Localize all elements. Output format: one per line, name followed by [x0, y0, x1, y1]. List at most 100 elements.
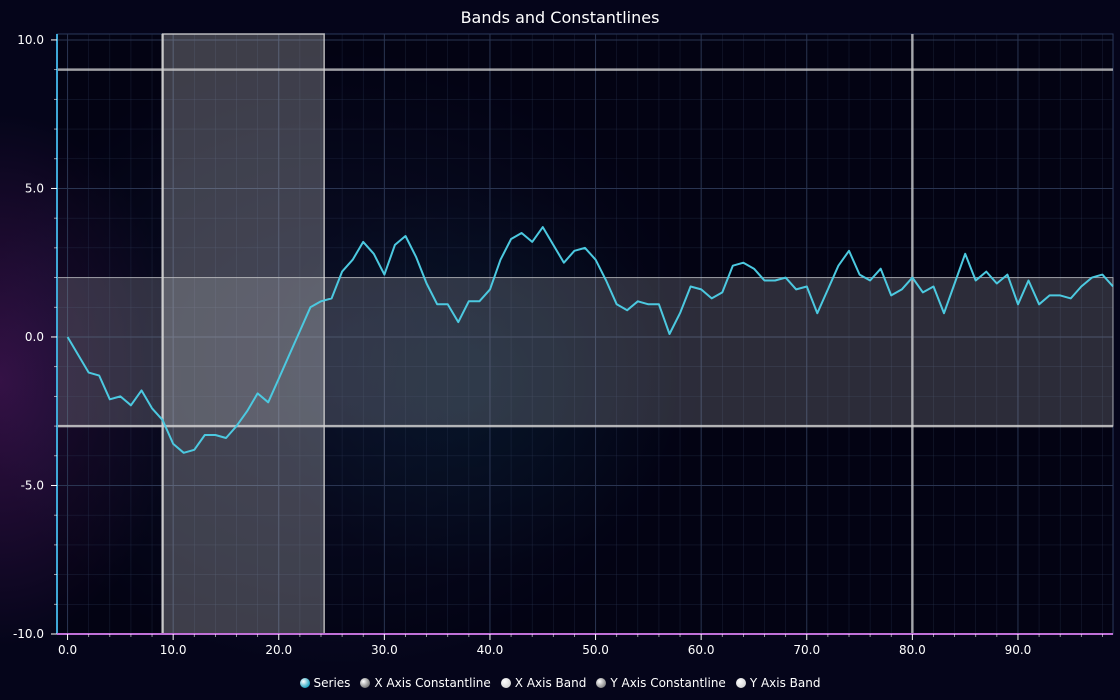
series-point — [658, 303, 660, 305]
legend-item[interactable]: X Axis Constantline — [360, 676, 491, 690]
series-point — [996, 282, 998, 284]
series-point — [647, 303, 649, 305]
legend-label: Y Axis Band — [749, 676, 821, 690]
series-point — [499, 259, 501, 261]
chart-title: Bands and Constantlines — [460, 8, 660, 27]
legend-label: Series — [313, 676, 351, 690]
series-point — [1038, 303, 1040, 305]
series-point — [848, 250, 850, 252]
series-point — [109, 398, 111, 400]
x-tick-label: 90.0 — [1005, 643, 1032, 657]
x-tick-label: 0.0 — [58, 643, 77, 657]
legend-item[interactable]: Y Axis Band — [735, 676, 821, 690]
series-point — [404, 235, 406, 237]
series-point — [447, 303, 449, 305]
x-tick-label: 40.0 — [477, 643, 504, 657]
series-point — [130, 404, 132, 406]
chart-legend: Series X Axis Constantline X Axis Band Y Ax… — [0, 676, 1120, 690]
series-point — [911, 276, 913, 278]
series-point — [1101, 273, 1103, 275]
series-point — [563, 262, 565, 264]
series-point — [299, 330, 301, 332]
series-point — [278, 377, 280, 379]
series-point — [858, 273, 860, 275]
series-point — [542, 226, 544, 228]
series-point — [520, 232, 522, 234]
series-line — [66, 226, 1114, 454]
legend-swatch-icon — [735, 678, 746, 688]
series-point — [351, 259, 353, 261]
series-point — [626, 309, 628, 311]
series-point — [932, 285, 934, 287]
y-tick-label: -10.0 — [13, 627, 44, 641]
series-point — [204, 434, 206, 436]
series-point — [922, 291, 924, 293]
x-tick-label: 50.0 — [582, 643, 609, 657]
y-tick-label: -5.0 — [21, 478, 44, 492]
legend-swatch-icon — [500, 678, 511, 688]
series-point — [341, 270, 343, 272]
legend-item[interactable]: Series — [299, 676, 351, 690]
legend-item[interactable]: Y Axis Constantline — [596, 676, 726, 690]
series-point — [1080, 285, 1082, 287]
series-point — [1112, 285, 1114, 287]
series-point — [161, 419, 163, 421]
series-point — [700, 288, 702, 290]
series-point — [98, 374, 100, 376]
series-point — [953, 282, 955, 284]
series-point — [795, 288, 797, 290]
series-point — [246, 410, 248, 412]
series-point — [732, 264, 734, 266]
series-point — [415, 256, 417, 258]
legend-label: X Axis Band — [514, 676, 587, 690]
series-point — [721, 291, 723, 293]
series-point — [330, 297, 332, 299]
series-point — [964, 253, 966, 255]
series-point — [605, 279, 607, 281]
series-point — [668, 333, 670, 335]
y-tick-label: 0.0 — [25, 330, 44, 344]
series-point — [288, 354, 290, 356]
legend-swatch-icon — [360, 678, 371, 688]
series-point — [975, 279, 977, 281]
series-point — [1059, 294, 1061, 296]
series-point — [457, 321, 459, 323]
series-point — [573, 250, 575, 252]
series-point — [816, 312, 818, 314]
series-point — [425, 282, 427, 284]
series-point — [879, 267, 881, 269]
series-point — [552, 244, 554, 246]
series-point — [689, 285, 691, 287]
series-point — [774, 279, 776, 281]
series-point — [1006, 273, 1008, 275]
series-point — [1070, 297, 1072, 299]
series-point — [827, 288, 829, 290]
series-point — [943, 312, 945, 314]
x-axis-band — [161, 33, 325, 635]
series-point — [362, 241, 364, 243]
x-tick-label: 80.0 — [899, 643, 926, 657]
series-point — [172, 443, 174, 445]
series-point — [594, 259, 596, 261]
series-point — [1091, 276, 1093, 278]
series-point — [806, 285, 808, 287]
series-point — [66, 336, 68, 338]
x-tick-label: 70.0 — [793, 643, 820, 657]
series-point — [193, 449, 195, 451]
series-point — [679, 312, 681, 314]
series-point — [753, 267, 755, 269]
series-point — [1017, 303, 1019, 305]
series-point — [183, 452, 185, 454]
series-point — [256, 392, 258, 394]
legend-label: X Axis Constantline — [374, 676, 491, 690]
series-point — [711, 297, 713, 299]
y-tick-label: 10.0 — [17, 33, 44, 47]
series-point — [309, 306, 311, 308]
series-point — [214, 434, 216, 436]
series-point — [890, 294, 892, 296]
series-point — [489, 288, 491, 290]
series-point — [742, 262, 744, 264]
series-point — [436, 303, 438, 305]
legend-item[interactable]: X Axis Band — [500, 676, 587, 690]
